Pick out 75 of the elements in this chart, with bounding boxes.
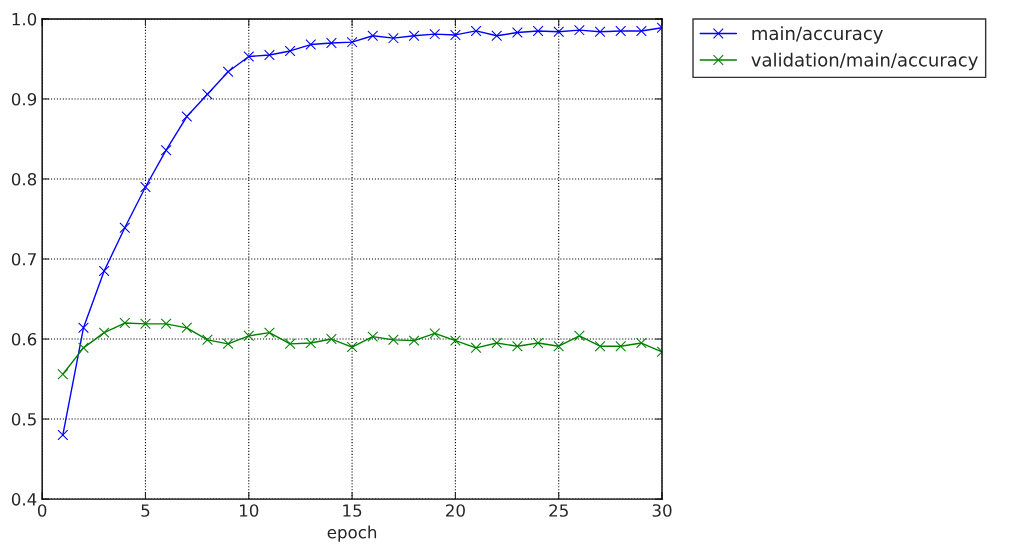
point	[532, 337, 544, 349]
point	[408, 30, 420, 42]
point	[222, 338, 234, 350]
point	[429, 328, 441, 339]
y-tick-label: 0.5	[11, 413, 36, 426]
point	[491, 30, 503, 42]
point	[181, 111, 193, 122]
legend-label: validation/main/accuracy	[751, 52, 978, 71]
x-tick-label: 20	[446, 504, 465, 517]
point	[326, 37, 337, 49]
point	[181, 322, 193, 334]
point	[202, 334, 213, 346]
point	[450, 335, 461, 347]
point	[532, 25, 544, 37]
point	[346, 36, 358, 48]
point	[574, 330, 585, 342]
point	[326, 333, 337, 345]
x-tick-label: 5	[141, 504, 150, 517]
point	[388, 32, 399, 44]
point	[57, 429, 69, 441]
point	[284, 338, 296, 350]
point	[305, 39, 317, 50]
point	[615, 25, 627, 37]
point	[450, 29, 461, 41]
point	[57, 368, 69, 380]
point	[305, 337, 317, 349]
point	[367, 30, 379, 42]
point	[284, 45, 296, 57]
y-tick-label: 0.8	[11, 172, 37, 186]
point	[160, 144, 172, 156]
point	[264, 327, 275, 339]
y-tick-label: 0.9	[11, 92, 37, 106]
x-axis-title: epoch	[327, 525, 377, 542]
point	[491, 337, 503, 349]
point	[160, 318, 172, 330]
x-tick-label: 25	[549, 504, 568, 517]
point	[429, 28, 441, 40]
y-tick-label: 0.4	[11, 493, 37, 506]
point	[635, 25, 647, 37]
point	[615, 340, 627, 352]
point	[243, 51, 255, 62]
point	[553, 340, 565, 352]
point	[367, 331, 379, 343]
point	[635, 337, 647, 349]
point	[594, 26, 606, 38]
point	[470, 25, 482, 37]
point	[98, 265, 110, 277]
point	[119, 317, 131, 329]
point	[512, 27, 523, 38]
x-tick-label: 0	[37, 504, 47, 517]
legend-label: main/accuracy	[752, 26, 883, 44]
y-tick-label: 0.6	[11, 332, 37, 346]
y-tick-label: 0.7	[11, 252, 36, 266]
point	[594, 340, 606, 352]
point	[512, 340, 523, 352]
point	[408, 335, 420, 347]
point	[140, 181, 151, 193]
point	[470, 342, 482, 354]
point	[78, 342, 89, 354]
y-tick-label: 1.0	[12, 12, 37, 26]
point	[243, 330, 255, 342]
point	[553, 26, 565, 38]
point	[202, 88, 213, 100]
point	[78, 322, 89, 334]
point	[346, 341, 358, 353]
x-tick-label: 15	[343, 504, 362, 517]
point	[264, 49, 275, 61]
point	[574, 24, 585, 36]
point	[140, 318, 151, 330]
point	[388, 334, 399, 346]
point	[98, 327, 110, 339]
point	[119, 222, 131, 234]
x-tick-label: 10	[240, 504, 259, 517]
point	[222, 66, 234, 78]
x-tick-label: 30	[652, 504, 672, 517]
